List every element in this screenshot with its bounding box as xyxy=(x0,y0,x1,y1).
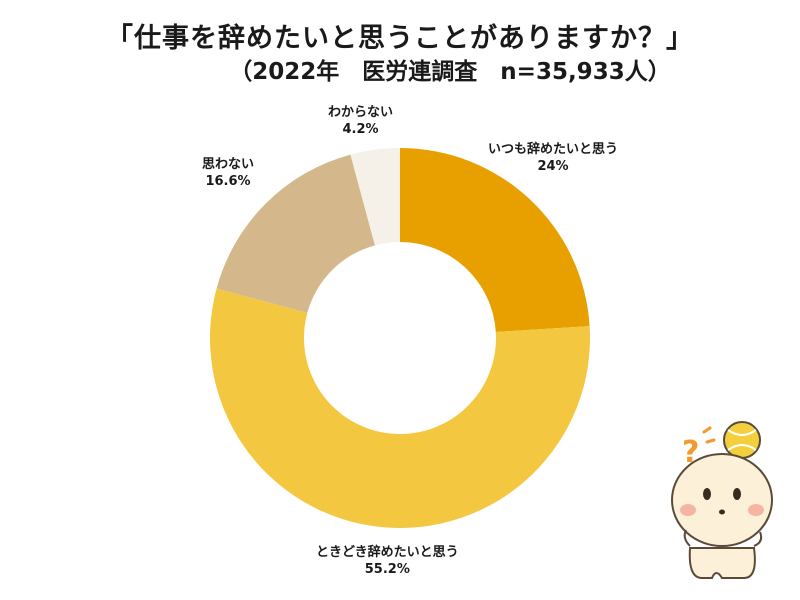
slice-never-think xyxy=(216,154,375,313)
label-never-think: 思わない 16.6% xyxy=(202,156,254,190)
chart-title: 「仕事を辞めたいと思うことがありますか？」 xyxy=(106,23,694,54)
slice-sometimes-quit xyxy=(210,288,591,528)
chart-subtitle: （2022年 医労連調査 n=35,933人） xyxy=(229,59,671,85)
confused-mascot-icon: ? xyxy=(671,421,773,579)
label-always-quit: いつも辞めたいと思う 24% xyxy=(488,141,618,175)
label-always-quit-name: いつも辞めたいと思う xyxy=(488,142,619,157)
label-sometimes-quit: ときどき辞めたいと思う 55.2% xyxy=(316,544,459,578)
label-sometimes-quit-value: 55.2% xyxy=(364,562,410,577)
slice-dont-know xyxy=(350,148,400,246)
label-never-think-value: 16.6% xyxy=(205,174,251,189)
label-sometimes-quit-name: ときどき辞めたいと思う xyxy=(316,545,459,560)
label-dont-know: わからない 4.2% xyxy=(328,104,393,138)
slice-always-quit xyxy=(400,148,590,332)
label-dont-know-value: 4.2% xyxy=(342,122,379,137)
label-never-think-name: 思わない xyxy=(202,157,255,172)
label-always-quit-value: 24% xyxy=(537,159,569,174)
label-dont-know-name: わからない xyxy=(328,105,394,120)
